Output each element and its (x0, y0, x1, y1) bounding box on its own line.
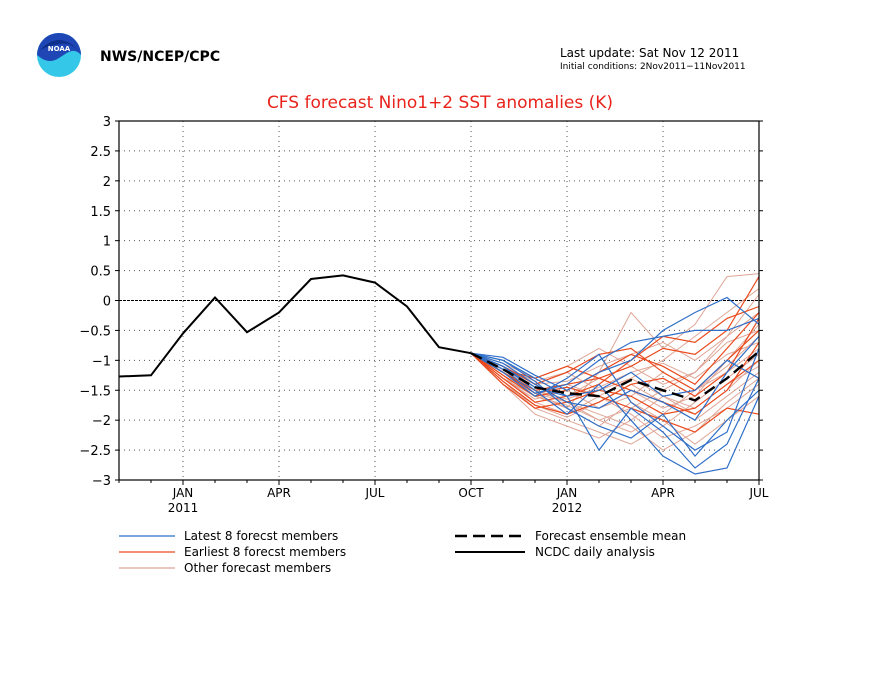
grid-lines (119, 121, 760, 480)
y-tick-label: 0.5 (90, 265, 111, 280)
x-tick-label: JAN (556, 486, 578, 500)
x-year-label: 2012 (552, 501, 583, 515)
x-tick-label: OCT (458, 486, 484, 500)
last-update: Last update: Sat Nov 12 2011 (560, 46, 739, 60)
other-member-line (470, 347, 760, 433)
x-tick-label: APR (651, 486, 675, 500)
y-tick-label: −2.5 (79, 444, 111, 459)
latest-member-line (470, 352, 760, 458)
y-tick-label: 2.5 (90, 145, 111, 160)
x-tick-label: JUL (748, 486, 768, 500)
y-tick-label: −1.5 (79, 384, 111, 399)
legend-label-mean: Forecast ensemble mean (535, 529, 686, 543)
logo-bird-shape (37, 33, 81, 62)
ensemble-mean-line (470, 350, 760, 402)
earliest-member-line (470, 318, 760, 415)
latest-member-line (470, 317, 760, 394)
x-tick-label: APR (267, 486, 291, 500)
main-series (118, 274, 760, 402)
x-tick-label: JUL (364, 486, 384, 500)
chart-title: CFS forecast Nino1+2 SST anomalies (K) (267, 93, 613, 113)
initial-conditions: Initial conditions: 2Nov2011−11Nov2011 (560, 62, 746, 72)
plot-frame (118, 120, 760, 481)
y-tick-label: −0.5 (79, 324, 111, 339)
y-tick-label: −2 (92, 414, 111, 429)
y-tick-label: 1.5 (90, 205, 111, 220)
axes: 32.521.510.50−0.5−1−1.5−2−2.5−3JAN2011AP… (79, 115, 768, 515)
latest-member-line (470, 348, 760, 451)
y-tick-label: 3 (103, 115, 111, 130)
y-tick-label: −3 (92, 474, 111, 489)
y-tick-label: −1 (92, 354, 111, 369)
x-tick-label: JAN (172, 486, 194, 500)
latest-member-line (470, 352, 760, 397)
noaa-logo: NOAA (37, 33, 81, 77)
latest-member-line (470, 296, 760, 391)
y-tick-label: 1 (103, 235, 111, 250)
latest-member-line (470, 352, 760, 469)
agency-label: NWS/NCEP/CPC (100, 49, 220, 65)
legend-label-other: Other forecast members (184, 561, 331, 575)
ncdc-analysis-line (118, 274, 472, 378)
x-year-label: 2011 (168, 501, 199, 515)
legend-label-latest: Latest 8 forecst members (184, 529, 338, 543)
logo-top-arc (40, 40, 78, 50)
legend-label-earliest: Earliest 8 forecst members (184, 545, 346, 559)
legend-label-analysis: NCDC daily analysis (535, 545, 655, 559)
forecast-members (470, 273, 760, 475)
y-tick-label: 0 (103, 295, 111, 310)
latest-member-line (470, 336, 760, 421)
y-tick-label: 2 (103, 175, 111, 190)
legend: Latest 8 forecst members Earliest 8 forec… (119, 529, 686, 575)
earliest-member-line (470, 312, 760, 397)
logo-text: NOAA (48, 45, 71, 53)
